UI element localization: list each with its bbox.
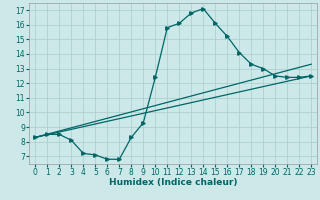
X-axis label: Humidex (Indice chaleur): Humidex (Indice chaleur) xyxy=(109,178,237,187)
